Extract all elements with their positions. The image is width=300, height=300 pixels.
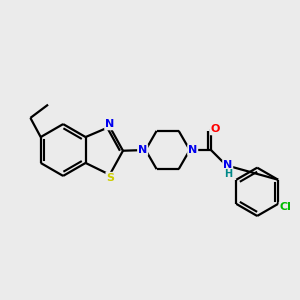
Text: H: H [224, 169, 232, 178]
Text: O: O [211, 124, 220, 134]
Text: N: N [223, 160, 232, 170]
Text: N: N [105, 119, 114, 129]
Text: N: N [138, 145, 147, 155]
Text: Cl: Cl [280, 202, 291, 212]
Text: S: S [106, 173, 114, 183]
Text: N: N [188, 145, 197, 155]
